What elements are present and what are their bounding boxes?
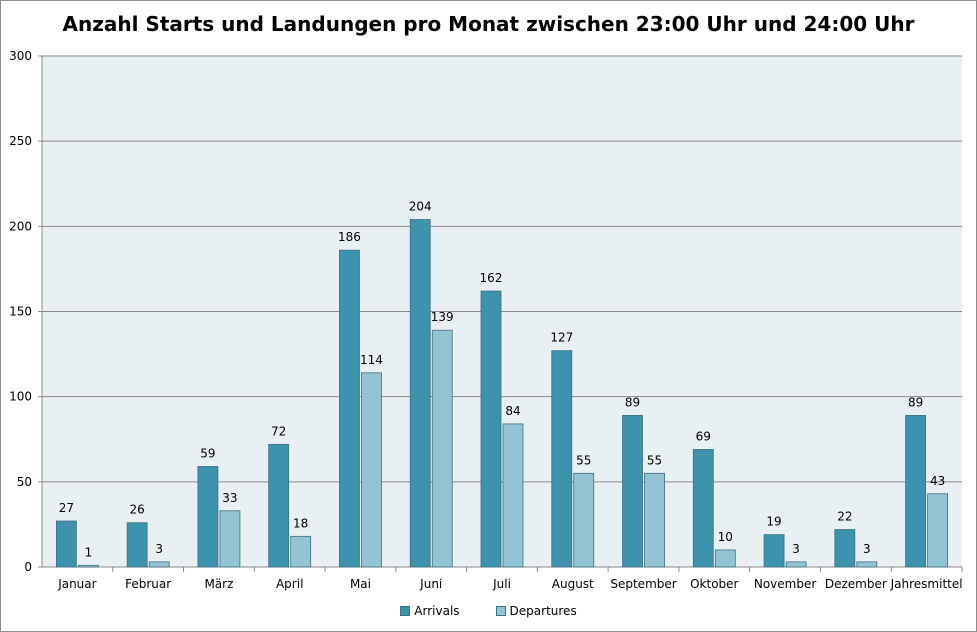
bar-arrivals <box>55 520 77 568</box>
x-tick-label: Juni <box>419 577 442 591</box>
data-label-arrivals: 59 <box>200 447 215 461</box>
bar-arrivals <box>126 522 148 568</box>
bar-arrivals <box>905 415 927 568</box>
data-label-arrivals: 204 <box>409 200 432 214</box>
x-tick-label: September <box>610 577 676 591</box>
data-label-departures: 55 <box>647 453 662 467</box>
bar-departures <box>431 329 453 568</box>
x-tick-label: Juli <box>492 577 511 591</box>
x-tick-label: April <box>276 577 303 591</box>
bar-departures <box>148 561 170 568</box>
bar-arrivals <box>197 466 219 568</box>
bar-arrivals <box>409 219 431 568</box>
data-label-departures: 3 <box>792 542 800 556</box>
data-label-departures: 3 <box>863 542 871 556</box>
data-label-departures: 18 <box>293 516 308 530</box>
data-label-arrivals: 27 <box>59 501 74 515</box>
bar-departures <box>219 510 241 568</box>
legend-swatch-departures <box>495 606 506 616</box>
data-label-arrivals: 19 <box>766 515 781 529</box>
bar-departures <box>644 472 665 568</box>
bar-arrivals <box>763 534 785 568</box>
data-label-arrivals: 69 <box>696 429 711 443</box>
bar-departures <box>714 549 736 568</box>
y-tick-label: 100 <box>9 390 32 404</box>
data-label-arrivals: 89 <box>908 395 923 409</box>
data-label-arrivals: 186 <box>338 230 361 244</box>
data-label-departures: 1 <box>85 545 93 559</box>
x-tick-label: Dezember <box>825 577 887 591</box>
bar-departures <box>856 561 878 568</box>
legend-label-departures: Departures <box>509 604 577 618</box>
bar-arrivals <box>622 415 643 568</box>
legend-swatch-arrivals <box>400 606 411 616</box>
legend-label-arrivals: Arrivals <box>414 604 460 618</box>
bar-arrivals <box>480 290 502 568</box>
x-tick-label: August <box>552 577 594 591</box>
x-tick-label: November <box>754 577 816 591</box>
bar-departures <box>573 472 595 568</box>
data-label-departures: 10 <box>718 530 733 544</box>
y-tick-label: 200 <box>9 219 32 233</box>
data-label-departures: 55 <box>576 453 591 467</box>
bar-departures <box>927 493 949 568</box>
data-label-arrivals: 162 <box>480 271 503 285</box>
y-tick-label: 50 <box>17 475 32 489</box>
legend-item-arrivals: Arrivals <box>400 604 460 618</box>
bar-departures <box>502 423 524 568</box>
bar-arrivals <box>692 449 714 568</box>
x-tick-label: März <box>204 577 233 591</box>
x-tick-label: Oktober <box>690 577 738 591</box>
legend-item-departures: Departures <box>495 604 577 618</box>
y-tick-label: 150 <box>9 305 32 319</box>
data-label-arrivals: 26 <box>130 503 145 517</box>
x-tick-label: Mai <box>350 577 371 591</box>
y-tick-label: 0 <box>24 560 32 574</box>
data-label-arrivals: 127 <box>550 331 573 345</box>
bar-departures <box>785 561 807 568</box>
data-label-arrivals: 89 <box>625 395 640 409</box>
bar-arrivals <box>268 443 290 568</box>
bar-departures <box>290 535 312 568</box>
x-tick-label: Januar <box>57 577 96 591</box>
data-label-departures: 114 <box>360 353 383 367</box>
bar-arrivals <box>551 350 573 568</box>
y-tick-label: 300 <box>9 49 32 63</box>
data-label-arrivals: 72 <box>271 424 286 438</box>
bar-arrivals <box>339 249 360 568</box>
data-label-departures: 43 <box>930 474 945 488</box>
bar-departures <box>361 372 382 568</box>
legend: Arrivals Departures <box>0 604 977 618</box>
data-label-departures: 84 <box>505 404 520 418</box>
x-tick-label: Jahresmittel <box>890 577 963 591</box>
data-label-departures: 139 <box>431 310 454 324</box>
x-tick-label: Februar <box>125 577 171 591</box>
bar-arrivals <box>834 529 856 568</box>
data-label-arrivals: 22 <box>837 510 852 524</box>
data-label-departures: 3 <box>155 542 163 556</box>
data-label-departures: 33 <box>222 491 237 505</box>
chart-title: Anzahl Starts und Landungen pro Monat zw… <box>62 12 915 36</box>
y-tick-label: 250 <box>9 134 32 148</box>
bar-departures <box>77 564 99 568</box>
